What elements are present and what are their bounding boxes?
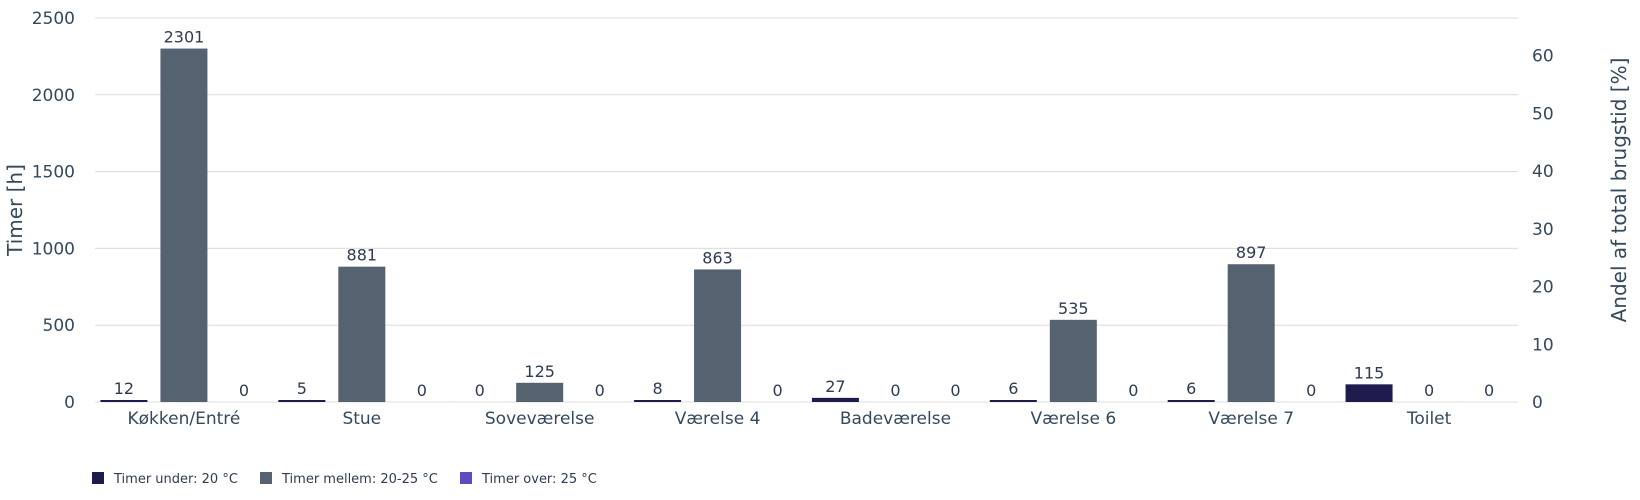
category-label: Værelse 6 bbox=[1030, 409, 1116, 429]
legend-item[interactable]: Timer over: 25 °C bbox=[460, 472, 597, 487]
bar bbox=[398, 401, 446, 402]
bar-value-label: 0 bbox=[1424, 381, 1434, 400]
y2-tick-label: 60 bbox=[1532, 47, 1554, 67]
legend-label: Timer over: 25 °C bbox=[481, 472, 597, 487]
bar bbox=[1405, 401, 1453, 402]
bar-value-label: 0 bbox=[1484, 381, 1494, 400]
legend-label: Timer mellem: 20-25 °C bbox=[281, 472, 438, 487]
bar bbox=[634, 400, 682, 402]
left-axis: 0 500 1000 1500 2000 2500 bbox=[32, 9, 75, 413]
legend-item[interactable]: Timer under: 20 °C bbox=[92, 472, 238, 487]
bar bbox=[220, 401, 268, 402]
category-label: Værelse 7 bbox=[1208, 409, 1294, 429]
y2-tick-label: 20 bbox=[1532, 278, 1554, 298]
bar bbox=[694, 269, 742, 402]
bar-value-label: 0 bbox=[417, 381, 427, 400]
y-axis-title: Timer [h] bbox=[3, 164, 27, 257]
bar bbox=[931, 401, 979, 402]
bar-value-label: 6 bbox=[1008, 379, 1018, 398]
bar-value-label: 0 bbox=[890, 381, 900, 400]
bar bbox=[160, 48, 208, 402]
bar-value-label: 0 bbox=[595, 381, 605, 400]
y2-tick-label: 0 bbox=[1532, 393, 1543, 413]
y-tick-label: 1000 bbox=[32, 239, 75, 259]
category-label: Køkken/Entré bbox=[128, 409, 241, 429]
y-tick-label: 0 bbox=[64, 393, 75, 413]
category-label: Stue bbox=[342, 409, 381, 429]
y2-tick-label: 40 bbox=[1532, 162, 1554, 182]
category-label: Soveværelse bbox=[485, 409, 595, 429]
bar bbox=[1287, 401, 1335, 402]
bar-value-label: 897 bbox=[1236, 243, 1267, 262]
bar-value-label: 12 bbox=[114, 379, 134, 398]
bar bbox=[754, 401, 802, 402]
y-tick-label: 1500 bbox=[32, 163, 75, 183]
bar bbox=[456, 401, 504, 402]
y2-tick-label: 30 bbox=[1532, 220, 1554, 240]
y-tick-label: 2000 bbox=[32, 86, 75, 106]
bar bbox=[1167, 400, 1215, 402]
bar-value-label: 125 bbox=[524, 362, 555, 381]
bar bbox=[1465, 401, 1513, 402]
right-axis: 0 10 20 30 40 50 60 bbox=[1532, 47, 1554, 413]
bar-value-label: 27 bbox=[825, 377, 845, 396]
bar-value-label: 2301 bbox=[164, 28, 205, 47]
bar-value-label: 863 bbox=[702, 248, 733, 267]
bar-value-label: 8 bbox=[652, 379, 662, 398]
x-axis: Køkken/Entré Stue Soveværelse Værelse 4 Bade… bbox=[128, 409, 1452, 429]
bar-value-label: 881 bbox=[347, 246, 378, 265]
y2-axis-title: Andel af total brugstid [%] bbox=[1607, 58, 1631, 323]
bar bbox=[871, 401, 919, 402]
legend-swatch bbox=[260, 472, 272, 484]
y2-tick-label: 50 bbox=[1532, 104, 1554, 124]
bar-value-label: 0 bbox=[1128, 381, 1138, 400]
bar-value-label: 0 bbox=[772, 381, 782, 400]
bar-value-label: 0 bbox=[950, 381, 960, 400]
bar bbox=[338, 266, 386, 402]
bar-value-label: 535 bbox=[1058, 299, 1089, 318]
bar-value-label: 0 bbox=[475, 381, 485, 400]
bar bbox=[1345, 384, 1393, 402]
data-labels: 12 2301 0 5 881 0 0 125 0 8 863 0 27 0 0 6 535 0 6 897 0 115 0… bbox=[114, 28, 1494, 400]
bar bbox=[811, 397, 859, 402]
legend-swatch bbox=[92, 472, 104, 484]
bar-value-label: 6 bbox=[1186, 379, 1196, 398]
category-label: Badeværelse bbox=[840, 409, 951, 429]
bar bbox=[989, 400, 1037, 402]
bar-value-label: 115 bbox=[1354, 363, 1385, 382]
bar bbox=[516, 382, 564, 402]
legend: Timer under: 20 °C Timer mellem: 20-25 °C… bbox=[92, 472, 597, 487]
y-tick-label: 2500 bbox=[32, 9, 75, 29]
grid-lines bbox=[95, 17, 1518, 403]
bar bbox=[278, 400, 326, 402]
bar-value-label: 0 bbox=[1306, 381, 1316, 400]
legend-swatch bbox=[460, 472, 472, 484]
category-label: Værelse 4 bbox=[675, 409, 761, 429]
bar bbox=[100, 400, 148, 402]
bar bbox=[1109, 401, 1157, 402]
y-tick-label: 500 bbox=[43, 316, 75, 336]
bar-value-label: 0 bbox=[239, 381, 249, 400]
bars bbox=[100, 48, 1513, 402]
bar-value-label: 5 bbox=[297, 379, 307, 398]
bar bbox=[1049, 319, 1097, 402]
legend-label: Timer under: 20 °C bbox=[113, 472, 238, 487]
y2-tick-label: 10 bbox=[1532, 335, 1554, 355]
bar bbox=[576, 401, 624, 402]
bar bbox=[1227, 264, 1275, 402]
legend-item[interactable]: Timer mellem: 20-25 °C bbox=[260, 472, 438, 487]
category-label: Toilet bbox=[1406, 409, 1452, 429]
